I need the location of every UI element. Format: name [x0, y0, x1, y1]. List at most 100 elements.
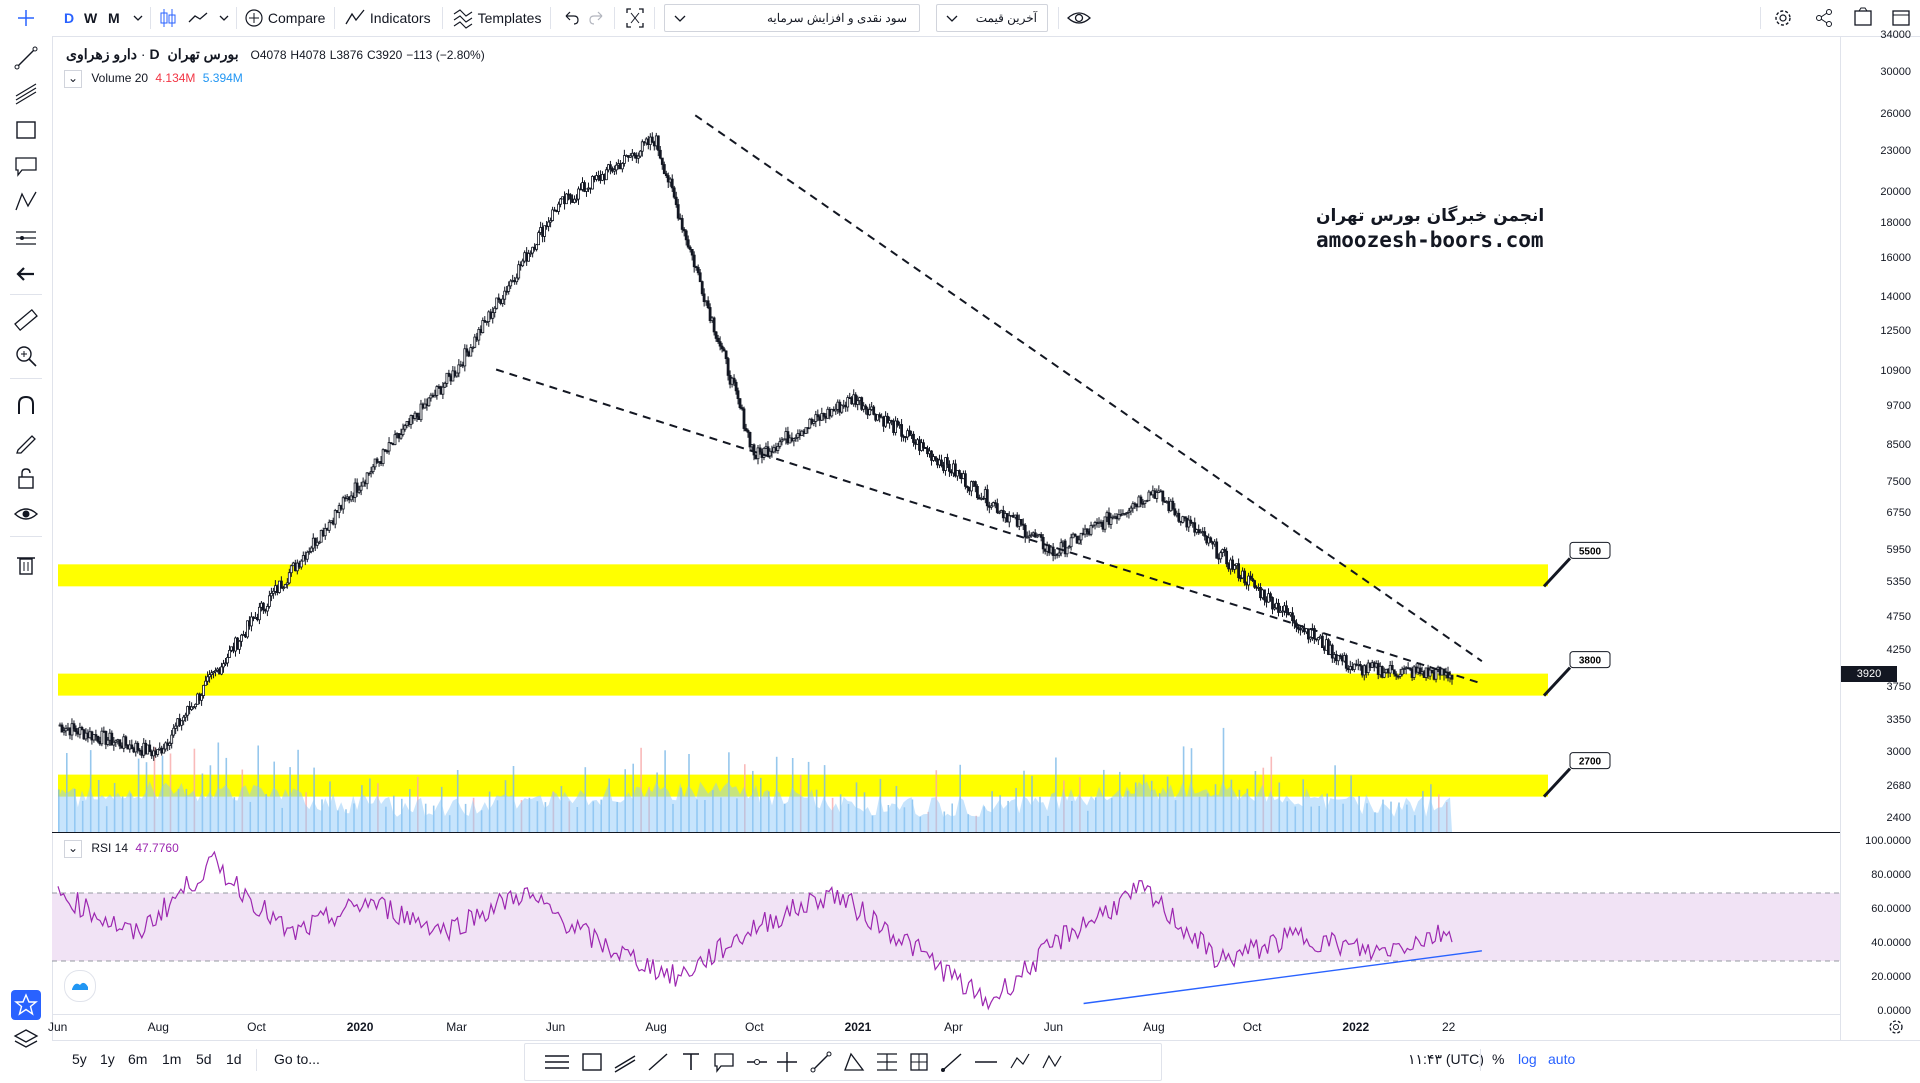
text-note-tool-icon[interactable]: [12, 152, 40, 180]
favorites-star-button[interactable]: [11, 990, 41, 1020]
volume-bar: [217, 742, 220, 832]
layers-icon[interactable]: [12, 1026, 40, 1054]
candle-body: [676, 204, 680, 219]
abcd-pattern-tool-icon[interactable]: [1042, 1054, 1062, 1069]
dividends-dropdown[interactable]: سود نقدی و افزایش سرمایه: [664, 4, 920, 32]
share-icon[interactable]: [1813, 0, 1835, 36]
fib-tool-icon[interactable]: [12, 80, 40, 108]
range-1m[interactable]: 1m: [162, 1051, 182, 1067]
candle-body: [515, 277, 519, 283]
range-6m[interactable]: 6m: [128, 1051, 148, 1067]
callout-pointer: [1542, 666, 1572, 697]
candle-body: [118, 739, 122, 747]
axis-settings-gear-icon[interactable]: [1885, 1016, 1907, 1038]
candle-body: [1418, 667, 1422, 675]
candle-body: [744, 428, 748, 431]
tradingview-logo-icon[interactable]: [64, 970, 96, 1002]
arrow-line-tool-icon[interactable]: [810, 1051, 832, 1073]
callout-tool-icon[interactable]: [714, 1053, 734, 1073]
interval-d[interactable]: D: [64, 10, 75, 26]
crosshair-icon[interactable]: [14, 0, 38, 36]
templates-button[interactable]: Templates: [452, 0, 541, 36]
line-chart-icon[interactable]: [186, 0, 210, 36]
snapshot-icon[interactable]: [1852, 0, 1874, 36]
triangle-tool-icon[interactable]: [844, 1052, 865, 1071]
candle-body: [613, 169, 616, 172]
candle-body: [830, 408, 834, 417]
calendar-icon[interactable]: [1890, 0, 1912, 36]
range-1y[interactable]: 1y: [100, 1051, 115, 1067]
collapse-chevron-icon[interactable]: ⌄: [64, 70, 82, 88]
candle-body: [305, 551, 309, 560]
measure-tool-icon[interactable]: [910, 1053, 928, 1071]
candle-body: [481, 320, 485, 334]
undo-icon[interactable]: [562, 0, 580, 36]
rectangle-tool-icon[interactable]: [582, 1053, 602, 1071]
rsi-pane: [52, 850, 1840, 1011]
candle-body: [758, 447, 762, 453]
candle-body: [64, 728, 68, 732]
ruler-icon[interactable]: [12, 306, 40, 334]
candle-body: [457, 364, 461, 374]
chart-type-chevron-icon[interactable]: [218, 0, 230, 36]
cross-line-tool-icon[interactable]: [777, 1052, 797, 1072]
horizontal-lines-tool-icon[interactable]: [545, 1055, 569, 1069]
timezone-label[interactable]: ۱۱:۴۳ (UTC): [1408, 1051, 1484, 1067]
pattern-tool-icon[interactable]: [12, 188, 40, 216]
candle-body: [285, 582, 289, 586]
time-axis[interactable]: Jun Aug Oct 2020 Mar Jun Aug Oct 2021 Apr Jun Aug Oc…: [48, 1014, 1840, 1041]
watermark-persian: انجمن خبرگان بورس تهران: [1316, 206, 1545, 226]
trendline-tool-icon[interactable]: [12, 44, 40, 72]
lock-icon[interactable]: [12, 464, 40, 492]
percent-scale-toggle[interactable]: %: [1492, 1051, 1505, 1067]
eye-icon[interactable]: [1066, 0, 1092, 36]
fullscreen-icon[interactable]: [624, 0, 646, 36]
fib-retracement-tool-icon[interactable]: [877, 1053, 897, 1071]
range-5y[interactable]: 5y: [72, 1051, 87, 1067]
interval-m[interactable]: M: [108, 10, 120, 26]
compare-button[interactable]: Compare: [244, 0, 325, 36]
range-1d[interactable]: 1d: [226, 1051, 242, 1067]
magnet-icon[interactable]: [12, 392, 40, 420]
pencil-lock-icon[interactable]: [12, 428, 40, 456]
rsi-label[interactable]: RSI 14: [91, 841, 129, 856]
candle-body: [1358, 664, 1362, 667]
elliott-wave-tool-icon[interactable]: [1010, 1053, 1030, 1069]
redo-icon[interactable]: [588, 0, 606, 36]
zoom-in-icon[interactable]: [12, 342, 40, 370]
log-scale-toggle[interactable]: log: [1518, 1051, 1537, 1067]
ray-tool-icon[interactable]: [941, 1053, 962, 1072]
chart-canvas[interactable]: 5500 3800 2700: [52, 36, 1840, 1040]
horizontal-ray-tool-icon[interactable]: [747, 1059, 767, 1065]
candle-body: [148, 744, 152, 753]
symbol-name[interactable]: دارو زهراوی: [66, 46, 138, 62]
trash-icon[interactable]: [12, 550, 40, 578]
text-tool-icon[interactable]: [683, 1053, 699, 1070]
volume-label[interactable]: Volume 20: [91, 71, 149, 86]
candle-body: [170, 734, 174, 744]
pane-separator[interactable]: [52, 832, 1840, 833]
price-source-dropdown[interactable]: آخرین قیمت: [936, 4, 1048, 32]
visibility-eye-icon[interactable]: [12, 500, 40, 528]
candle-body: [726, 358, 730, 376]
auto-scale-toggle[interactable]: auto: [1548, 1051, 1576, 1067]
candle-body: [543, 225, 547, 237]
interval-chevron-down-icon[interactable]: [132, 0, 144, 36]
goto-button[interactable]: Go to...: [274, 1051, 320, 1067]
settings-gear-icon[interactable]: [1772, 0, 1794, 36]
rectangle-tool-icon[interactable]: [12, 116, 40, 144]
price-tick: 30000: [1880, 65, 1911, 78]
indicators-button[interactable]: Indicators: [344, 0, 431, 36]
channel-tool-icon[interactable]: [614, 1055, 636, 1073]
candle-body: [491, 312, 495, 319]
candles-icon[interactable]: [156, 0, 180, 36]
collapse-chevron-icon[interactable]: ⌄: [64, 840, 82, 858]
interval-w[interactable]: W: [84, 10, 98, 26]
range-5d[interactable]: 5d: [196, 1051, 212, 1067]
candle-body: [226, 657, 229, 664]
line-tool-icon[interactable]: [648, 1053, 668, 1071]
back-arrow-icon[interactable]: [12, 260, 40, 288]
prediction-tool-icon[interactable]: [12, 224, 40, 252]
legend-separator: ·: [140, 46, 146, 62]
price-axis[interactable]: 34000 30000 26000 23000 20000 18000 16000 14000…: [1840, 29, 1920, 1056]
